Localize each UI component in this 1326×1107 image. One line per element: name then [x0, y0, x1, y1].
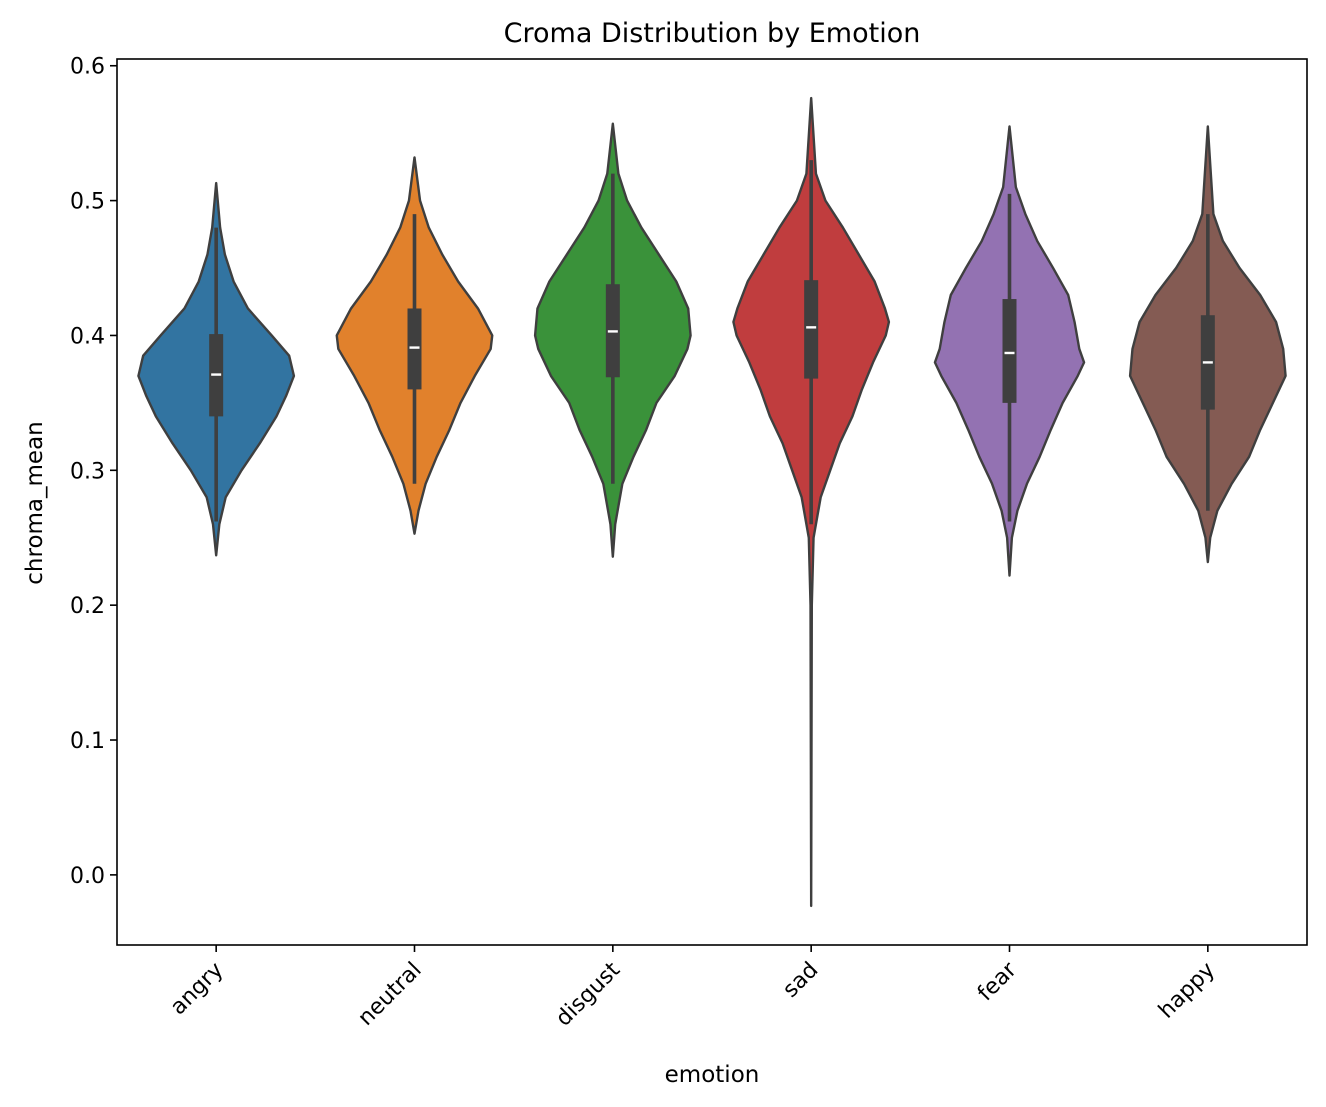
iqr-box-neutral [407, 308, 422, 390]
y-tick-label: 0.4 [70, 324, 105, 349]
y-tick-label: 0.2 [70, 594, 105, 619]
y-tick-label: 0.3 [70, 459, 105, 484]
plot-area [137, 96, 1287, 908]
iqr-box-sad [804, 280, 819, 379]
y-axis-label: chroma_mean [22, 421, 48, 584]
axes-frame [116, 58, 1308, 946]
chart-title: Croma Distribution by Emotion [504, 18, 921, 49]
iqr-box-fear [1002, 299, 1017, 403]
y-tick-label: 0.0 [70, 864, 105, 889]
y-tick-label: 0.1 [70, 729, 105, 754]
y-tick-label: 0.5 [70, 190, 105, 215]
y-tick-label: 0.6 [70, 55, 105, 80]
x-axis-label: emotion [665, 1062, 760, 1088]
